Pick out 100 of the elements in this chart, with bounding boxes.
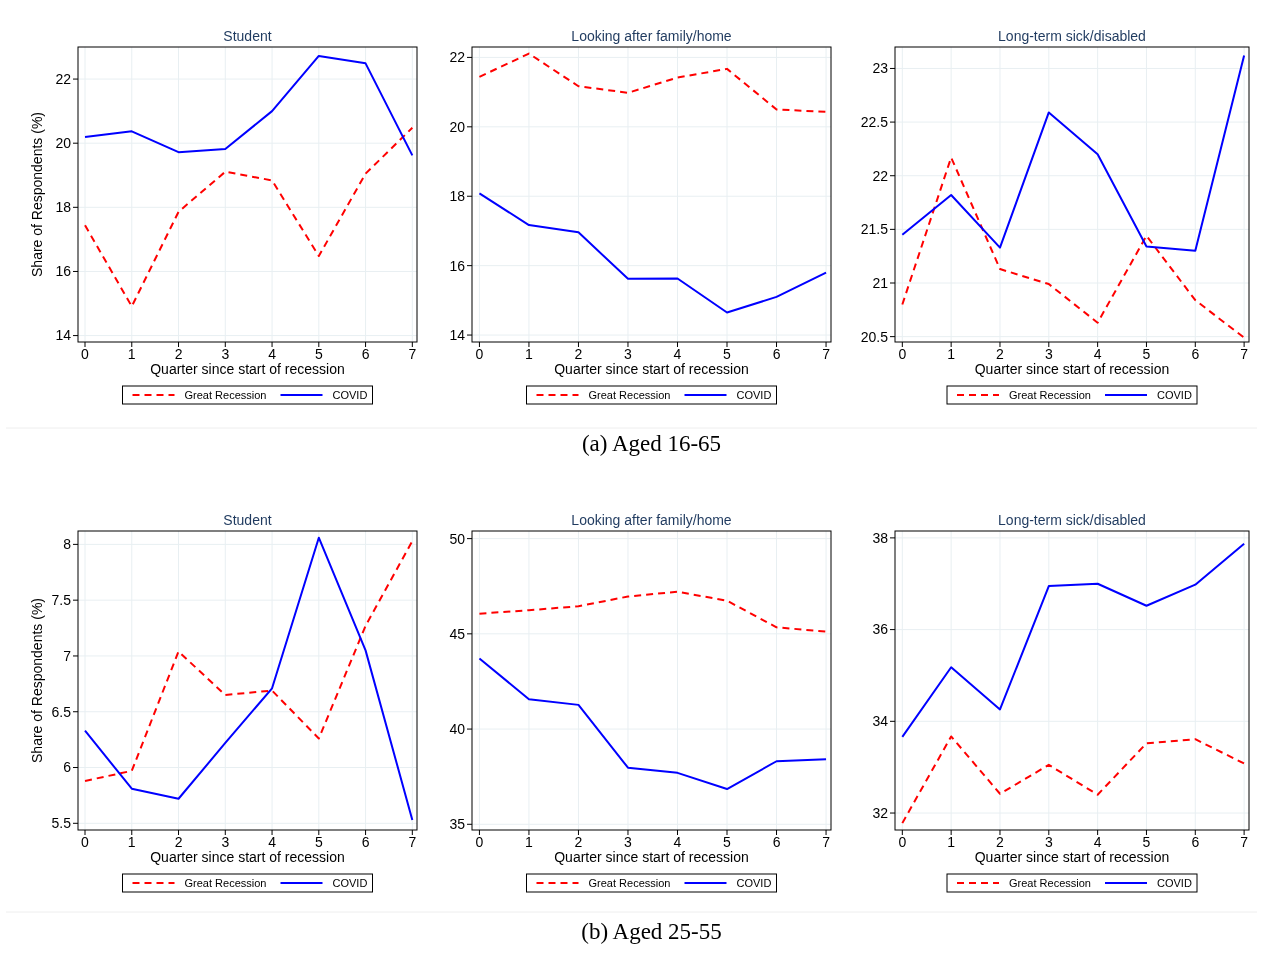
x-tick-label: 1 xyxy=(525,834,534,850)
x-tick-label: 1 xyxy=(947,834,956,850)
x-tick-label: 0 xyxy=(81,346,90,362)
x-tick-label: 2 xyxy=(574,834,583,850)
legend-label: Great Recession xyxy=(184,876,267,889)
x-tick-label: 1 xyxy=(525,346,534,362)
line-series xyxy=(901,156,1246,339)
x-tick-label: 6 xyxy=(361,346,370,362)
x-axis-title: Quarter since start of recession xyxy=(554,361,749,377)
x-axis-title: Quarter since start of recession xyxy=(150,361,345,377)
line-series xyxy=(901,542,1246,738)
x-axis-title: Quarter since start of recession xyxy=(554,849,749,865)
legend-label: COVID xyxy=(332,876,368,889)
x-tick-label: 5 xyxy=(1142,346,1151,362)
x-tick-label: 0 xyxy=(475,346,484,362)
x-tick-label: 2 xyxy=(996,834,1005,850)
x-axis-title: Quarter since start of recession xyxy=(974,361,1170,377)
y-tick-label: 20.5 xyxy=(860,328,889,345)
x-axis-title: Quarter since start of recession xyxy=(150,849,345,865)
text: (a) Aged 16-65 xyxy=(581,431,722,456)
line-series xyxy=(901,54,1246,252)
legend-label: Great Recession xyxy=(588,876,671,889)
x-tick-label: 0 xyxy=(898,834,907,850)
legend-label: Great Recession xyxy=(184,388,267,401)
x-tick-label: 1 xyxy=(127,834,136,850)
y-tick-label: 20 xyxy=(55,135,72,152)
line-series xyxy=(84,54,414,157)
chart-title: Looking after family/home xyxy=(571,512,732,528)
x-tick-label: 3 xyxy=(624,346,633,362)
y-tick-label: 18 xyxy=(55,199,72,216)
x-tick-label: 5 xyxy=(314,834,323,850)
y-tick-label: 35 xyxy=(449,816,466,833)
line-series xyxy=(84,540,414,782)
x-tick-label: 6 xyxy=(1191,834,1200,850)
y-tick-label: 16 xyxy=(55,263,72,280)
y-tick-label: 14 xyxy=(55,327,72,344)
x-tick-label: 3 xyxy=(1044,346,1053,362)
x-tick-label: 7 xyxy=(822,834,831,850)
y-axis-title: Share of Respondents (%) xyxy=(29,598,45,763)
x-tick-label: 7 xyxy=(1240,834,1249,850)
x-axis-title: Quarter since start of recession xyxy=(974,849,1170,865)
legend-label: Great Recession xyxy=(1009,876,1091,889)
y-tick-label: 7.5 xyxy=(51,592,72,609)
y-tick-label: 34 xyxy=(872,713,889,730)
y-tick-label: 5.5 xyxy=(51,815,72,832)
x-tick-label: 7 xyxy=(408,834,417,850)
x-tick-label: 4 xyxy=(268,834,277,850)
text: (b) Aged 25-55 xyxy=(581,919,722,944)
y-tick-label: 22 xyxy=(55,70,72,87)
y-tick-label: 22 xyxy=(872,167,889,184)
x-tick-label: 0 xyxy=(81,834,90,850)
x-tick-label: 2 xyxy=(174,346,183,362)
line-series xyxy=(478,192,828,314)
x-tick-label: 1 xyxy=(947,346,956,362)
x-tick-label: 3 xyxy=(624,834,633,850)
legend-label: COVID xyxy=(332,388,368,401)
legend-label: COVID xyxy=(1157,876,1192,889)
chart-title: Student xyxy=(223,28,272,44)
y-tick-label: 7 xyxy=(63,647,72,664)
line-series xyxy=(478,52,828,113)
chart-title: Looking after family/home xyxy=(571,28,732,44)
y-tick-label: 22.5 xyxy=(860,113,889,130)
y-tick-label: 21.5 xyxy=(860,221,889,238)
x-tick-label: 0 xyxy=(898,346,907,362)
x-tick-label: 7 xyxy=(408,346,417,362)
y-tick-label: 21 xyxy=(872,274,889,291)
legend-label: Great Recession xyxy=(588,388,671,401)
y-tick-label: 22 xyxy=(449,49,466,66)
x-tick-label: 0 xyxy=(475,834,484,850)
x-tick-label: 7 xyxy=(822,346,831,362)
x-tick-label: 6 xyxy=(772,346,781,362)
y-tick-label: 16 xyxy=(449,257,466,274)
line-series xyxy=(478,590,828,633)
x-tick-label: 2 xyxy=(174,834,183,850)
x-tick-label: 3 xyxy=(221,834,230,850)
x-tick-label: 5 xyxy=(723,346,732,362)
chart-title: Long-term sick/disabled xyxy=(998,28,1146,44)
y-tick-label: 23 xyxy=(872,60,889,77)
x-tick-label: 3 xyxy=(1044,834,1053,850)
x-tick-label: 5 xyxy=(723,834,732,850)
y-tick-label: 50 xyxy=(449,530,466,547)
y-tick-label: 8 xyxy=(63,536,72,553)
x-tick-label: 4 xyxy=(1093,834,1102,850)
y-tick-label: 32 xyxy=(872,804,889,821)
x-tick-label: 6 xyxy=(1191,346,1200,362)
legend-label: Great Recession xyxy=(1009,388,1091,401)
x-tick-label: 1 xyxy=(127,346,136,362)
y-tick-label: 18 xyxy=(449,188,466,205)
y-tick-label: 36 xyxy=(872,621,889,638)
line-series xyxy=(84,536,414,821)
line-series xyxy=(901,735,1246,825)
x-tick-label: 6 xyxy=(772,834,781,850)
y-tick-label: 40 xyxy=(449,720,466,737)
x-tick-label: 4 xyxy=(268,346,277,362)
x-tick-label: 7 xyxy=(1240,346,1249,362)
y-tick-label: 6 xyxy=(63,759,72,776)
y-tick-label: 6.5 xyxy=(51,703,72,720)
x-tick-label: 3 xyxy=(221,346,230,362)
x-tick-label: 4 xyxy=(673,834,682,850)
line-series xyxy=(84,126,414,308)
